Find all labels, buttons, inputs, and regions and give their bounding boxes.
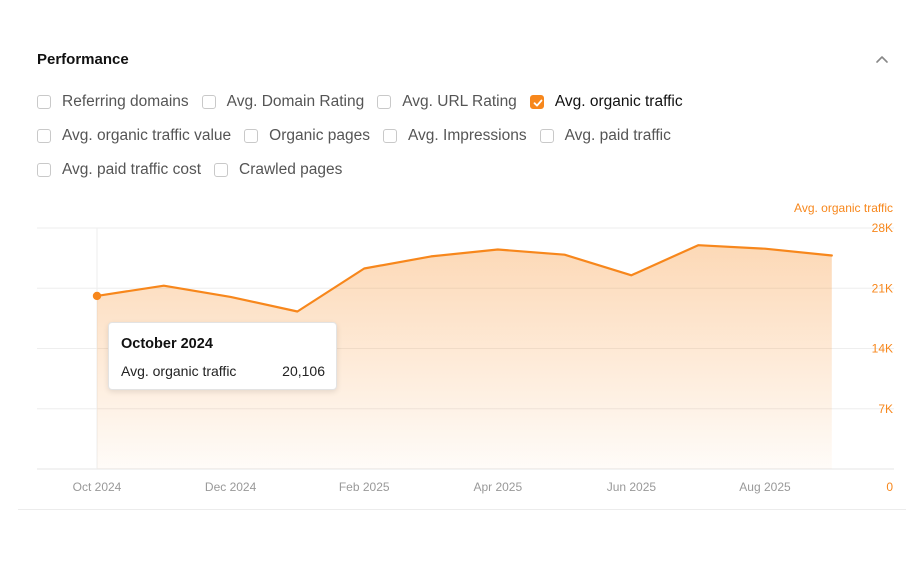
x-tick-label: Apr 2025 [473,480,522,494]
metric-avg-paid-traffic[interactable]: Avg. paid traffic [539,127,671,145]
checkbox[interactable] [377,95,392,109]
metric-referring-domains[interactable]: Referring domains [37,93,189,111]
x-tick-label: Jun 2025 [607,480,657,494]
y-tick-label: 0 [886,480,893,494]
x-tick-label: Feb 2025 [339,480,390,494]
checkbox[interactable] [37,129,51,143]
checkbox[interactable] [37,95,51,109]
tooltip-title: October 2024 [121,336,213,352]
metric-label: Avg. URL Rating [402,93,517,110]
metric-row-2: Avg. organic traffic value Organic pages… [37,127,684,145]
metric-crawled-pages[interactable]: Crawled pages [214,161,342,179]
metric-avg-organic-traffic[interactable]: Avg. organic traffic [529,93,683,111]
y-tick-label: 28K [872,221,893,235]
checkbox[interactable] [244,129,259,143]
metric-row-1: Referring domains Avg. Domain Rating Avg… [37,93,696,111]
series-line [95,244,833,313]
checkbox[interactable] [539,129,554,143]
tooltip-value: 20,106 [282,363,325,379]
metric-row-3: Avg. paid traffic cost Crawled pages [37,161,355,179]
y-tick-label: 7K [878,402,893,416]
y-tick-label: 14K [872,342,893,356]
metric-avg-impressions[interactable]: Avg. Impressions [382,127,527,145]
section-title: Performance [37,51,129,68]
metric-label: Organic pages [269,127,370,144]
tooltip-label: Avg. organic traffic [121,363,237,379]
metric-label: Referring domains [62,93,189,110]
checkbox[interactable] [382,129,397,143]
checkbox[interactable] [37,163,51,177]
metric-avg-domain-rating[interactable]: Avg. Domain Rating [201,93,365,111]
metric-label: Avg. paid traffic cost [62,161,202,178]
chevron-up-icon[interactable] [874,52,890,66]
y-axis-title: Avg. organic traffic [794,201,893,215]
check-icon [533,99,543,107]
checkbox-checked[interactable] [529,95,544,109]
highlighted-point [92,291,102,301]
checkbox[interactable] [201,95,216,109]
metric-label: Avg. Impressions [407,127,527,144]
y-tick-label: 21K [872,281,893,295]
metric-label: Crawled pages [239,161,343,178]
x-tick-label: Aug 2025 [739,480,791,494]
checkbox[interactable] [214,163,229,177]
metric-avg-paid-traffic-cost[interactable]: Avg. paid traffic cost [37,161,201,179]
section-divider [18,509,906,510]
metric-label: Avg. Domain Rating [226,93,365,110]
metric-label: Avg. organic traffic value [62,127,232,144]
x-tick-label: Oct 2024 [73,480,122,494]
metric-avg-url-rating[interactable]: Avg. URL Rating [377,93,517,111]
metric-label: Avg. paid traffic [564,127,671,144]
series-area [97,245,832,469]
metric-organic-pages[interactable]: Organic pages [244,127,370,145]
metric-avg-organic-traffic-value[interactable]: Avg. organic traffic value [37,127,231,145]
chart-tooltip: October 2024 Avg. organic traffic 20,106 [108,322,337,390]
x-tick-label: Dec 2024 [205,480,257,494]
metric-label: Avg. organic traffic [554,93,683,110]
